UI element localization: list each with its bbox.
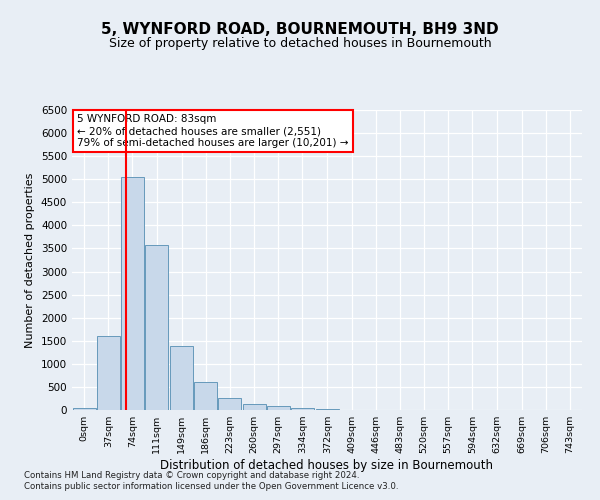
Bar [145, 245, 168, 410]
Bar [73, 408, 95, 410]
Bar [242, 404, 266, 410]
Text: Contains public sector information licensed under the Open Government Licence v3: Contains public sector information licen… [24, 482, 398, 491]
Y-axis label: Number of detached properties: Number of detached properties [25, 172, 35, 348]
Text: Contains HM Land Registry data © Crown copyright and database right 2024.: Contains HM Land Registry data © Crown c… [24, 470, 359, 480]
X-axis label: Distribution of detached houses by size in Bournemouth: Distribution of detached houses by size … [161, 459, 493, 472]
Text: 5 WYNFORD ROAD: 83sqm
← 20% of detached houses are smaller (2,551)
79% of semi-d: 5 WYNFORD ROAD: 83sqm ← 20% of detached … [77, 114, 349, 148]
Bar [97, 336, 120, 410]
Text: Size of property relative to detached houses in Bournemouth: Size of property relative to detached ho… [109, 38, 491, 51]
Bar [218, 398, 241, 410]
Bar [267, 406, 290, 410]
Bar [194, 382, 217, 410]
Bar [316, 409, 339, 410]
Bar [291, 408, 314, 410]
Text: 5, WYNFORD ROAD, BOURNEMOUTH, BH9 3ND: 5, WYNFORD ROAD, BOURNEMOUTH, BH9 3ND [101, 22, 499, 38]
Bar [121, 177, 144, 410]
Bar [170, 346, 193, 410]
